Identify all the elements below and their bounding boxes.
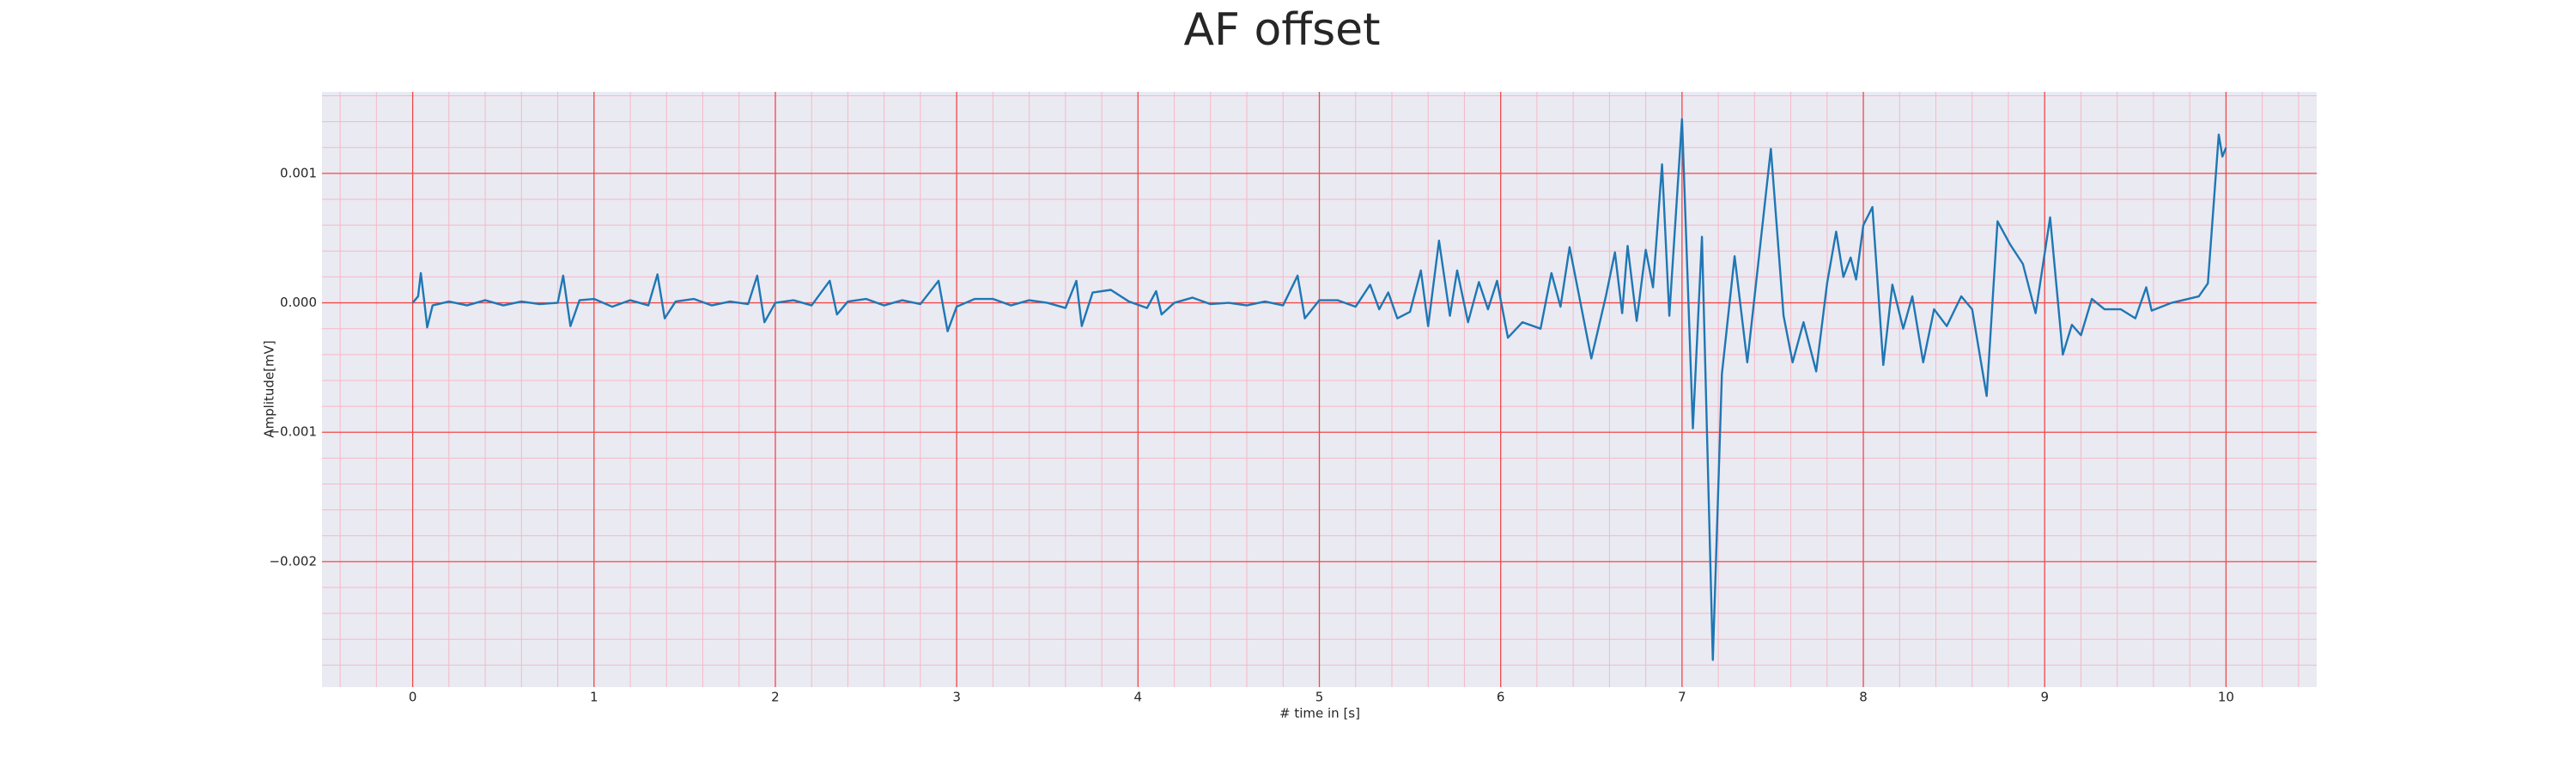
y-tick-label: 0.000 (280, 295, 317, 310)
x-axis-label: # time in [s] (1279, 706, 1360, 721)
chart-title: AF offset (1183, 4, 1380, 56)
x-tick-label: 5 (1315, 690, 1324, 705)
x-tick-label: 0 (409, 690, 417, 705)
y-tick-label: 0.001 (280, 165, 317, 180)
x-tick-label: 10 (2218, 690, 2234, 705)
x-tick-label: 9 (2040, 690, 2049, 705)
x-tick-label: 7 (1678, 690, 1686, 705)
x-tick-label: 8 (1859, 690, 1868, 705)
x-tick-label: 6 (1497, 690, 1505, 705)
y-tick-label: −0.001 (269, 424, 317, 440)
data-line (411, 118, 2227, 661)
y-tick-label: −0.002 (269, 553, 317, 569)
x-tick-label: 3 (952, 690, 961, 705)
x-tick-label: 1 (590, 690, 598, 705)
x-tick-label: 2 (771, 690, 780, 705)
y-axis-label: Amplitude[mV] (262, 340, 277, 437)
x-tick-label: 4 (1134, 690, 1143, 705)
grid (322, 92, 2317, 687)
